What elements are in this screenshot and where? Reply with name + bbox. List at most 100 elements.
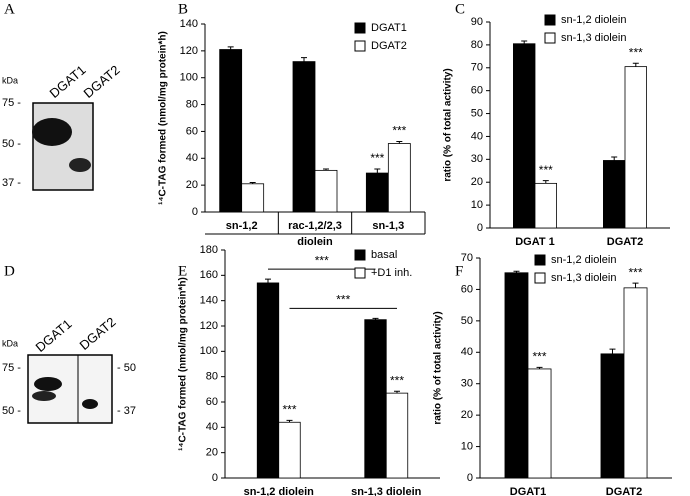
bar [513, 43, 536, 229]
y-tick-label: 0 [467, 472, 473, 484]
legend-swatch [354, 22, 366, 34]
legend-swatch [544, 14, 556, 26]
significance: *** [539, 163, 553, 177]
bar [314, 169, 338, 213]
error-bar [249, 181, 256, 184]
y-axis-label: ratio (% of total activity) [433, 311, 444, 424]
error-bar [542, 180, 549, 184]
bar [278, 421, 301, 479]
y-tick-label: 80 [186, 98, 198, 110]
bar [600, 353, 625, 479]
bar [241, 183, 265, 213]
significance: *** [629, 265, 643, 279]
blot [32, 102, 94, 191]
blot [27, 354, 113, 424]
lane-label: DGAT1 [46, 62, 88, 101]
legend-label: basal [371, 249, 397, 261]
y-tick-label: 50 [471, 107, 483, 119]
y-tick-label: 140 [180, 18, 198, 30]
y-axis-label: ratio (% of total activity) [443, 68, 454, 181]
bar [527, 368, 552, 479]
error-bar [536, 366, 543, 369]
y-tick-label: 140 [200, 295, 218, 307]
marker: 75 - [2, 362, 21, 374]
marker: 50 - [2, 405, 21, 417]
legend-label: sn-1,2 diolein [551, 254, 616, 266]
lane-label: DGAT2 [76, 314, 118, 353]
bar [603, 160, 626, 229]
y-tick-label: 0 [477, 222, 483, 234]
panel-label: F [455, 263, 463, 279]
legend-swatch [544, 32, 556, 44]
y-tick-label: 40 [186, 152, 198, 164]
error-bar [513, 270, 520, 273]
y-tick-label: 20 [186, 179, 198, 191]
y-tick-label: 80 [206, 371, 218, 383]
bracket-label: *** [336, 293, 350, 307]
y-tick-label: 100 [200, 345, 218, 357]
bar [534, 182, 558, 229]
legend-swatch [534, 254, 546, 266]
y-tick-label: 30 [461, 378, 473, 390]
error-bar [323, 168, 329, 171]
y-tick-label: 40 [206, 421, 218, 433]
y-tick-label: 50 [461, 315, 473, 327]
panel-label: A [4, 1, 15, 17]
panel-label: E [178, 263, 187, 279]
significance: *** [392, 124, 406, 138]
y-tick-label: 40 [461, 346, 473, 358]
error-bar [372, 317, 379, 320]
panel-label: B [178, 1, 188, 17]
legend-swatch [354, 267, 366, 279]
y-tick-label: 60 [471, 85, 483, 97]
marker: 50 - [2, 138, 21, 150]
marker: - 37 [117, 405, 136, 417]
y-tick-label: 180 [200, 244, 218, 256]
marker: 75 - [2, 97, 21, 109]
legend-swatch [534, 272, 546, 284]
y-axis-label: ¹⁴C-TAG formed (nmol/mg protein*h) [178, 277, 189, 451]
bar [292, 61, 316, 213]
y-tick-label: 40 [471, 130, 483, 142]
x-tick-label: rac-1,2/2,3 [288, 220, 342, 232]
y-tick-label: 10 [471, 199, 483, 211]
error-bar [227, 46, 234, 50]
error-bar [632, 282, 639, 288]
bar [364, 319, 387, 479]
lane-label: DGAT1 [32, 316, 74, 355]
significance: *** [629, 45, 643, 59]
error-bar [396, 141, 403, 144]
y-tick-label: 80 [471, 39, 483, 51]
y-tick-label: 100 [180, 72, 198, 84]
error-bar [632, 62, 639, 67]
panel-label: C [455, 1, 465, 17]
error-bar [286, 419, 293, 423]
y-tick-label: 60 [206, 396, 218, 408]
lane-label: DGAT2 [80, 62, 122, 101]
legend-swatch [354, 249, 366, 261]
y-tick-label: 10 [461, 440, 473, 452]
y-tick-label: 90 [471, 16, 483, 28]
y-tick-label: 20 [461, 409, 473, 421]
y-tick-label: 120 [180, 45, 198, 57]
significance: *** [282, 403, 296, 417]
legend-label: DGAT1 [371, 22, 407, 34]
x-tick-label: DGAT1 [510, 486, 546, 496]
significance: *** [370, 151, 384, 165]
significance: *** [390, 373, 404, 387]
marker: 37 - [2, 177, 21, 189]
bracket-label: *** [315, 253, 329, 267]
x-axis-label: diolein [297, 236, 333, 248]
unit: kDa [2, 75, 18, 85]
y-tick-label: 70 [461, 252, 473, 264]
y-tick-label: 20 [206, 447, 218, 459]
legend-label: DGAT2 [371, 40, 407, 52]
x-tick-label: DGAT 1 [515, 236, 555, 248]
error-bar [374, 168, 381, 174]
y-tick-label: 20 [471, 176, 483, 188]
error-bar [265, 278, 271, 283]
bar [624, 66, 648, 229]
significance: *** [533, 350, 547, 364]
bar [219, 49, 243, 213]
